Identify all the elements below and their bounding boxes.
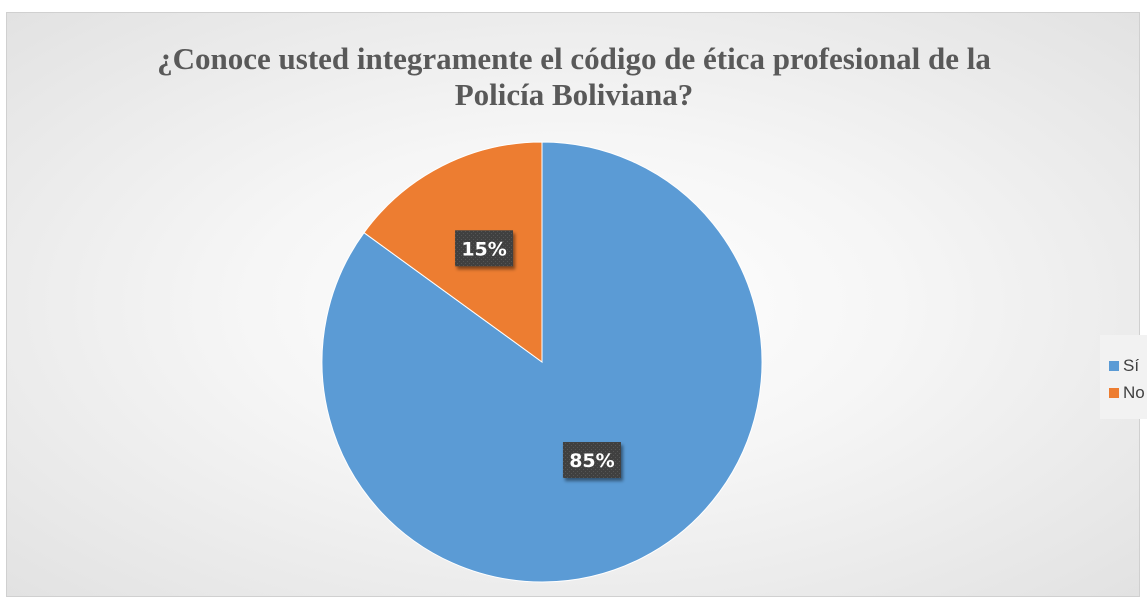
legend-item-si: Sí [1109, 355, 1139, 377]
data-label-no: 15% [455, 230, 514, 267]
data-label-text-si: 85% [569, 450, 614, 472]
legend-label-no: No [1123, 383, 1145, 402]
chart-title-line-2: Policía Boliviana? [454, 77, 694, 112]
legend: Sí No [1100, 335, 1147, 419]
chart-title: ¿Conoce usted integramente el código de … [7, 41, 1141, 113]
legend-item-no: No [1109, 382, 1145, 404]
legend-swatch-si [1109, 361, 1119, 371]
chart-title-line-1: ¿Conoce usted integramente el código de … [157, 41, 991, 76]
data-label-text-no: 15% [461, 238, 506, 260]
data-label-si: 85% [562, 442, 621, 479]
data-label-box-si [562, 442, 621, 479]
data-label-box-no [455, 230, 514, 267]
chart-area: ¿Conoce usted integramente el código de … [6, 12, 1147, 597]
legend-swatch-no [1109, 388, 1119, 398]
pie-plot: 85% 15% [321, 141, 763, 583]
pie-slice-no [363, 141, 543, 363]
legend-label-si: Sí [1123, 356, 1140, 375]
